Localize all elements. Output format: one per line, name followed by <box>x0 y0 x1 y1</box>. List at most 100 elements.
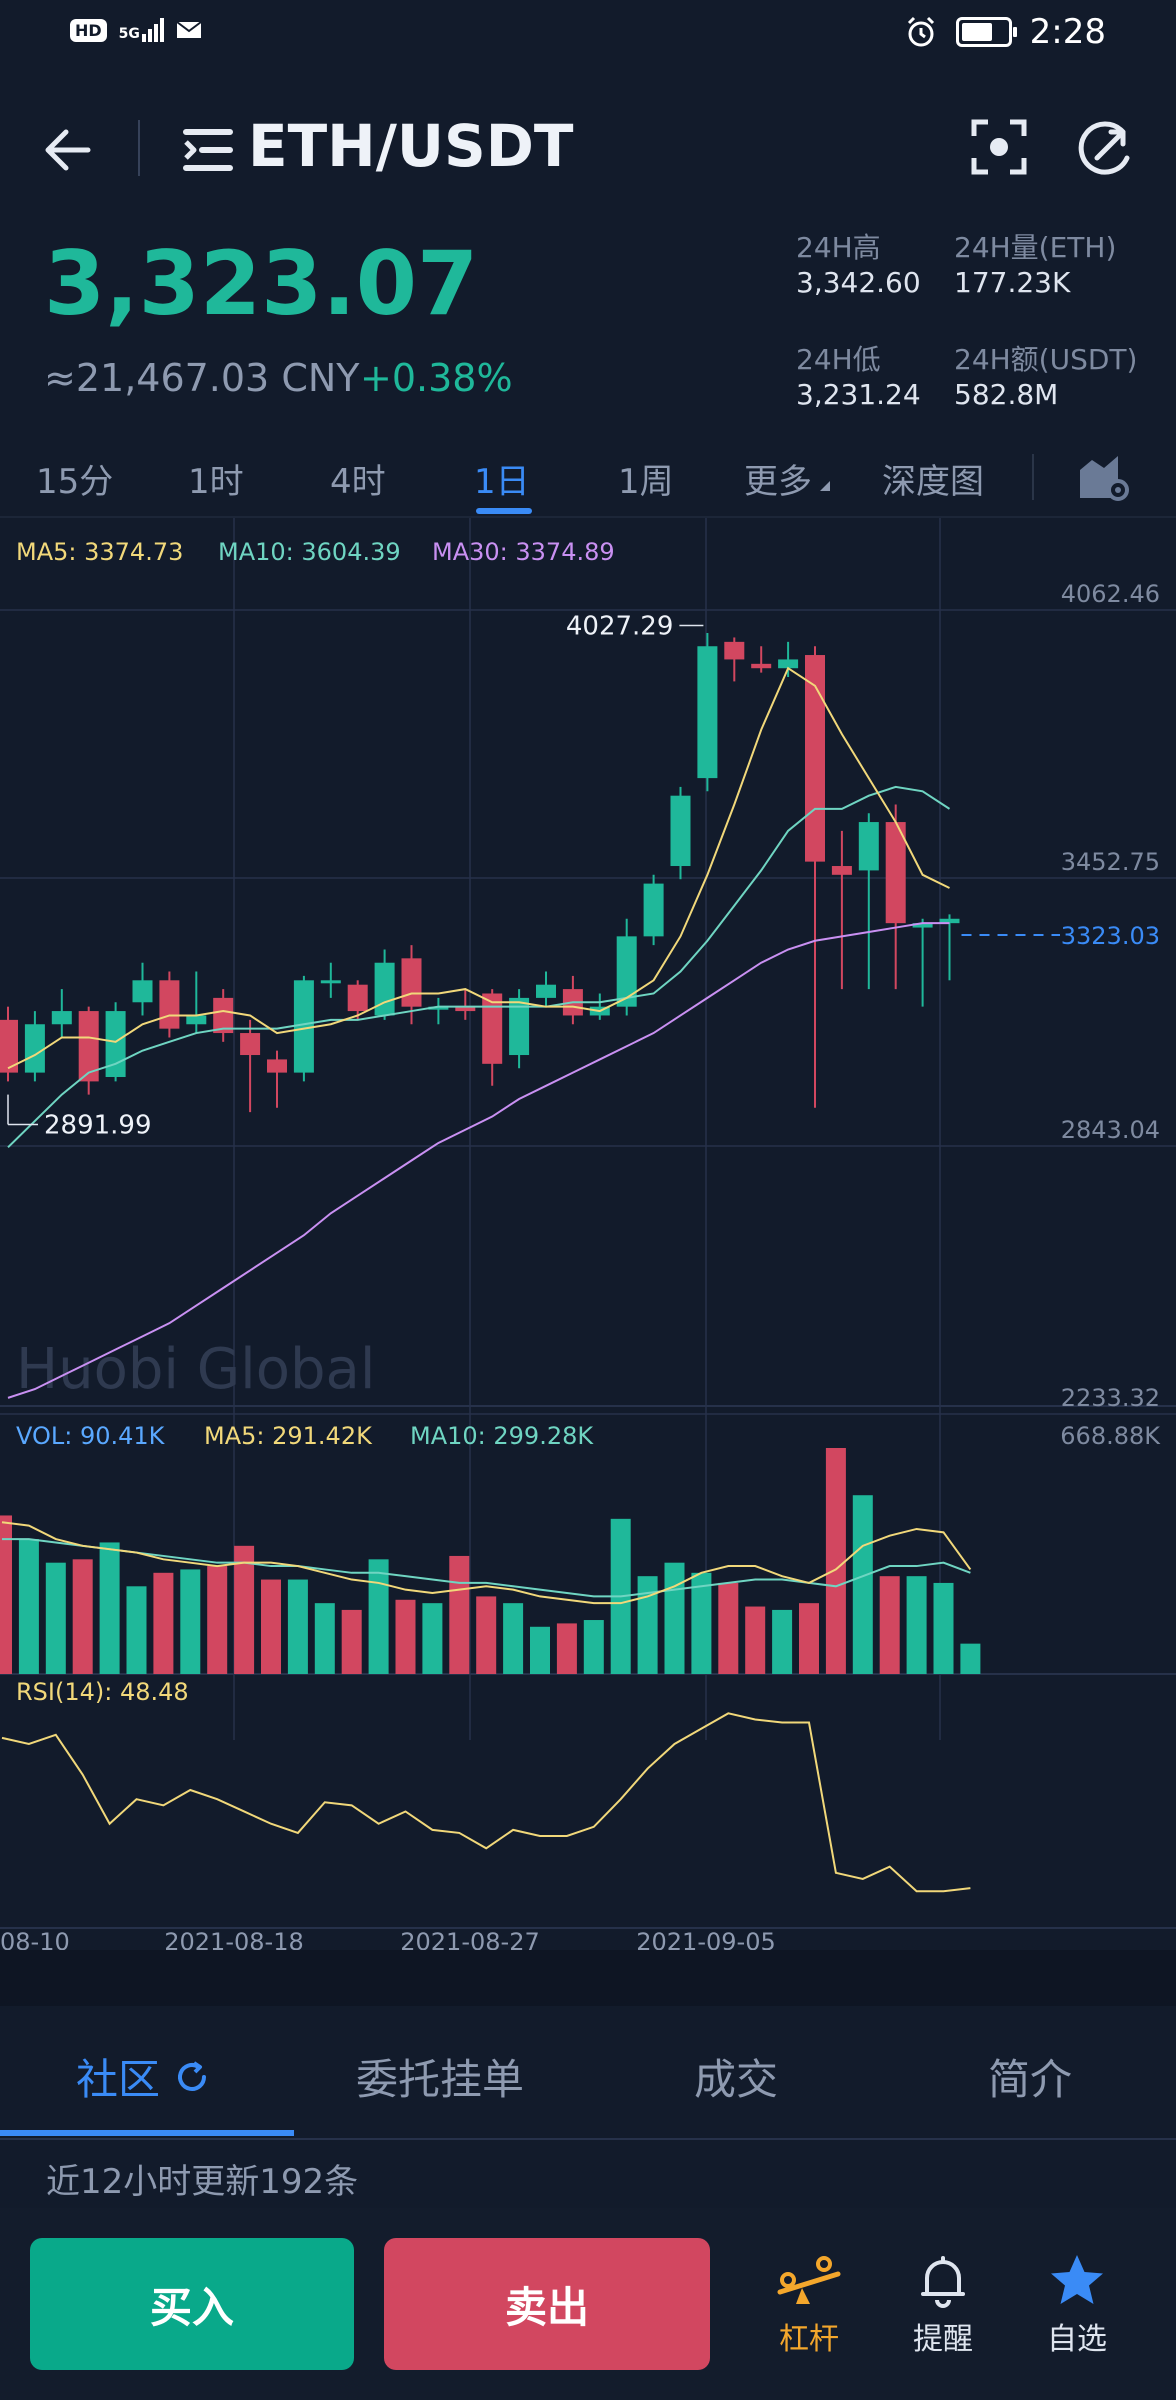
tab-community[interactable]: 社区 <box>76 2046 210 2107</box>
refresh-icon[interactable] <box>174 2059 210 2095</box>
volume-bar <box>153 1572 174 1674</box>
interval-tabs: 15分 1时 4时 1日 1周 更多 深度图 <box>0 440 1176 516</box>
volume-bar <box>691 1572 712 1674</box>
pair-title[interactable]: ETH/USDT <box>248 112 574 180</box>
tab-trades[interactable]: 成交 <box>694 2055 779 2104</box>
screenshot-icon[interactable] <box>970 118 1028 176</box>
volume-label: VOL: 90.41K <box>16 1422 166 1450</box>
section-tabs-border <box>0 2138 1176 2140</box>
leverage-label: 杠杆 <box>779 2322 839 2357</box>
candle-body <box>159 980 180 1029</box>
volume-bar <box>583 1620 604 1674</box>
leverage-button[interactable]: 杠杆 <box>754 2252 864 2358</box>
current-price-label: 3323.03 <box>1061 922 1160 950</box>
kline-chart[interactable]: Huobi Global MA5: 3374.73 MA10: 3604.39 MA… <box>0 518 1176 1950</box>
volume-bar <box>72 1559 93 1674</box>
vol-value: 177.23K <box>954 266 1071 299</box>
last-price: 3,323.07 <box>44 232 479 335</box>
volume-bar <box>718 1582 739 1674</box>
candle-body <box>751 663 772 669</box>
volume-ma5-label: MA5: 291.42K <box>204 1422 373 1450</box>
candle-body <box>724 641 745 660</box>
candle-body <box>482 993 503 1064</box>
volume-bar <box>449 1555 470 1674</box>
y-tick-label: 2233.32 <box>1061 1384 1160 1412</box>
max-price-label: 4027.29 <box>566 611 674 641</box>
ma10-line <box>7 785 951 1149</box>
back-arrow-icon[interactable] <box>40 120 100 180</box>
candle-body <box>697 646 718 779</box>
volume-bar <box>45 1562 66 1674</box>
buy-button[interactable]: 买入 <box>30 2238 354 2370</box>
candle-body <box>858 822 879 871</box>
volume-bar <box>960 1643 981 1674</box>
tab-15m[interactable]: 15分 <box>36 462 114 502</box>
volume-bar <box>287 1579 308 1674</box>
candle-body <box>536 984 556 998</box>
candle-body <box>428 1006 449 1010</box>
tab-1d[interactable]: 1日 <box>474 462 530 502</box>
alert-button[interactable]: 提醒 <box>888 2252 998 2358</box>
cny-price: ≈21,467.03 CNY <box>44 356 360 400</box>
pair-menu-icon[interactable] <box>182 124 234 176</box>
volume-bar <box>476 1596 497 1674</box>
header: ETH/USDT <box>0 100 1176 200</box>
volume-bar <box>772 1609 793 1674</box>
low-label: 24H低 <box>796 343 881 376</box>
tab-separator <box>1032 454 1034 500</box>
candle-body <box>213 997 234 1034</box>
community-update-text: 近12小时更新192条 <box>46 2162 359 2202</box>
tab-community-label: 社区 <box>76 2055 161 2104</box>
chart-settings-icon[interactable] <box>1076 450 1130 502</box>
sell-button[interactable]: 卖出 <box>384 2238 710 2370</box>
candle-body <box>24 1024 45 1073</box>
clock: 2:28 <box>1029 12 1106 52</box>
candle-body <box>78 1011 99 1082</box>
tab-1w[interactable]: 1周 <box>618 462 674 502</box>
tab-more-label: 更多 <box>744 462 812 502</box>
amount-value: 582.8M <box>954 378 1059 411</box>
volume-bar <box>906 1576 927 1674</box>
tab-4h[interactable]: 4时 <box>330 462 386 502</box>
volume-bar <box>341 1609 362 1674</box>
chart-bottom-strip <box>0 1950 1176 2006</box>
x-tick-label: 2021-08-18 <box>164 1928 303 1950</box>
dropdown-triangle-icon <box>820 481 830 491</box>
candle-body <box>347 984 368 1012</box>
volume-bar <box>261 1579 281 1674</box>
volume-bar <box>799 1603 819 1674</box>
tab-intro[interactable]: 简介 <box>988 2055 1073 2104</box>
volume-bar <box>879 1576 900 1674</box>
candle-body <box>885 822 906 924</box>
ma30-label: MA30: 3374.89 <box>432 538 615 566</box>
section-tab-indicator <box>0 2130 294 2136</box>
hd-icon: HD <box>70 18 107 42</box>
tab-1h[interactable]: 1时 <box>188 462 244 502</box>
trade-swap-icon[interactable] <box>1075 118 1135 178</box>
volume-max-label: 668.88K <box>1060 1422 1161 1450</box>
bell-icon <box>921 2256 965 2308</box>
candle-body <box>939 918 960 924</box>
candle-body <box>267 1059 287 1073</box>
ma5-line <box>7 666 950 1070</box>
tab-depth[interactable]: 深度图 <box>882 462 984 502</box>
price-change: +0.38% <box>360 356 513 400</box>
leverage-icon <box>777 2256 841 2304</box>
candle-body <box>51 1011 72 1025</box>
y-tick-label: 4062.46 <box>1061 580 1160 608</box>
ma30-line <box>7 922 950 1399</box>
mail-icon <box>176 21 202 38</box>
volume-bar <box>18 1539 39 1674</box>
volume-bar <box>234 1545 255 1674</box>
y-tick-label: 2843.04 <box>1061 1116 1160 1144</box>
tab-orders[interactable]: 委托挂单 <box>356 2055 525 2104</box>
alert-label: 提醒 <box>913 2322 973 2357</box>
volume-bar <box>180 1569 201 1674</box>
action-bar: 买入 卖出 杠杆 提醒 自选 <box>0 2208 1176 2400</box>
header-divider <box>138 120 140 176</box>
candle-body <box>643 883 664 937</box>
tab-more[interactable]: 更多 <box>744 454 832 503</box>
volume-bar <box>745 1606 766 1674</box>
high-label: 24H高 <box>796 231 881 264</box>
watchlist-button[interactable]: 自选 <box>1022 2252 1132 2358</box>
